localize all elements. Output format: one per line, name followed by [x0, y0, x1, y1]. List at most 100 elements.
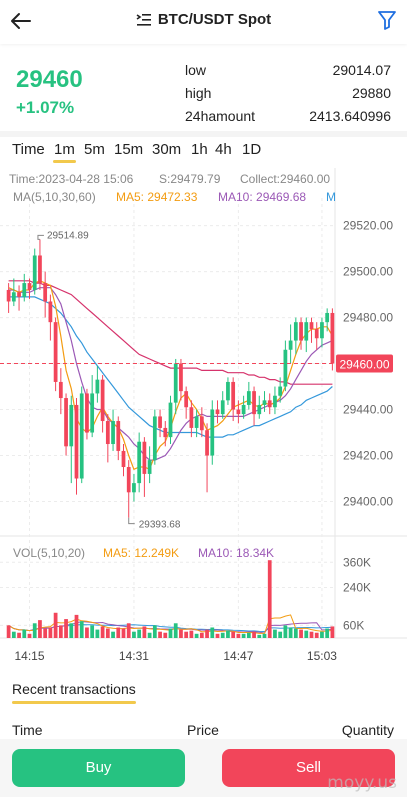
filter-icon[interactable] [377, 9, 397, 31]
candle-up [152, 416, 157, 461]
volume-bar-down [48, 627, 53, 638]
ma30-value-truncated: M [326, 190, 336, 204]
volume-bar-up [95, 629, 100, 638]
candle-up [90, 393, 95, 433]
candle-down [184, 391, 189, 408]
vol-tick-label: 240K [343, 581, 371, 595]
candle-up [168, 402, 173, 438]
candle-up [11, 292, 16, 302]
volume-bar-down [85, 627, 89, 638]
candle-up [194, 416, 199, 428]
current-price-tag-bg [336, 354, 393, 373]
candle-up [137, 441, 142, 484]
candle-down [267, 400, 272, 408]
candle-up [132, 483, 136, 493]
ma60-line [8, 280, 333, 385]
recent-transactions-tab[interactable]: Recent transactions [12, 681, 136, 697]
candle-down [231, 381, 236, 410]
volume-bar-down [231, 631, 236, 638]
back-arrow-icon[interactable] [8, 8, 34, 34]
candle-up [246, 391, 251, 405]
volume-bar-down [105, 628, 110, 638]
candle-down [314, 329, 319, 339]
ma5-value: MA5: 29472.33 [116, 190, 198, 204]
tab-1h[interactable]: 1h [191, 141, 208, 158]
tab-30m[interactable]: 30m [152, 141, 182, 158]
volume-bar-up [278, 631, 283, 638]
volume-bar-up [262, 633, 267, 638]
col-time: Time [12, 722, 43, 738]
volume-bar-up [173, 623, 178, 638]
candle-up [210, 409, 215, 456]
volume-bar-down [100, 626, 105, 638]
candle-down [126, 467, 131, 493]
high-marker-pointer [37, 234, 44, 240]
volume-bar-down [184, 631, 189, 638]
watermark: moyy.us [327, 773, 397, 793]
volume-bar-down [330, 626, 335, 638]
stat-high-value: 29880 [352, 85, 391, 101]
candle-down [299, 322, 303, 341]
current-price-tag: 29460.00 [339, 358, 389, 372]
volume-bar-up [194, 633, 199, 638]
tab-time[interactable]: Time [12, 141, 45, 158]
chart-grid: 29520.00 29500.00 29480.00 29440.00 29420.00… [0, 168, 407, 663]
sell-button[interactable]: Sell [222, 749, 395, 787]
candle-up [320, 322, 324, 339]
volume-bar-down [309, 631, 314, 638]
volume-bar-down [158, 631, 162, 638]
high-marker-label: 29514.89 [47, 230, 89, 241]
candle-down [53, 322, 58, 382]
volume-bar-down [314, 632, 319, 638]
volume-bar-down [199, 632, 204, 638]
stat-amount: 24hamount 2413.640996 [185, 108, 391, 126]
candle-up [79, 393, 84, 479]
volume-bar-up [273, 629, 277, 638]
volume-bar-up [90, 625, 95, 638]
low-marker-pointer [128, 517, 135, 525]
buy-button[interactable]: Buy [12, 749, 185, 787]
candle-down [142, 441, 147, 474]
action-bar: Buy Sell [0, 739, 407, 797]
candle-up [147, 460, 152, 474]
y-tick-label: 29500.00 [343, 265, 393, 279]
candle-up [220, 400, 225, 415]
candle-down [85, 393, 89, 433]
volume-bar-down [116, 627, 121, 638]
stat-low-value: 29014.07 [332, 62, 391, 78]
stat-high-label: high [185, 85, 212, 101]
candle-down [48, 301, 53, 323]
price-change-percent: +1.07% [16, 98, 75, 117]
volume-bar-down [58, 625, 63, 638]
x-tick-label: 14:31 [119, 649, 149, 663]
kline-chart-svg[interactable]: 29520.00 29500.00 29480.00 29440.00 29420.00… [0, 168, 407, 670]
candle-up [283, 349, 288, 387]
candle-down [163, 427, 168, 438]
tab-15m[interactable]: 15m [114, 141, 144, 158]
y-tick-label: 29480.00 [343, 311, 393, 325]
volume-bar-up [283, 625, 288, 638]
volume-bar-down [299, 629, 303, 638]
candle-down [64, 398, 68, 447]
low-marker-label: 29393.68 [139, 520, 181, 531]
candle-down [179, 363, 183, 392]
volume-bar-up [22, 629, 27, 638]
volume-bar-down [267, 560, 272, 638]
volume-bar-down [64, 619, 68, 638]
volume-bar-down [6, 625, 11, 638]
volume-bar-up [320, 631, 324, 638]
candle-down [199, 416, 204, 431]
tab-4h[interactable]: 4h [215, 141, 232, 158]
chart-info-time: Time:2023-04-28 15:06 [9, 172, 134, 186]
kline-chart[interactable]: 29520.00 29500.00 29480.00 29440.00 29420.00… [0, 168, 407, 670]
tab-1m[interactable]: 1m [53, 141, 76, 163]
volume-bar-down [53, 612, 58, 638]
page-title-group[interactable]: BTC/USDT Spot [0, 11, 407, 28]
candle-up [22, 283, 27, 297]
last-price: 29460 [16, 66, 83, 93]
chart-info-collect: Collect:29460.00 [240, 172, 331, 186]
volume-bar-down [215, 633, 220, 638]
tab-5m[interactable]: 5m [84, 141, 105, 158]
vol-ma5-value: MA5: 12.249K [103, 546, 180, 560]
tab-1d[interactable]: 1D [242, 141, 262, 158]
